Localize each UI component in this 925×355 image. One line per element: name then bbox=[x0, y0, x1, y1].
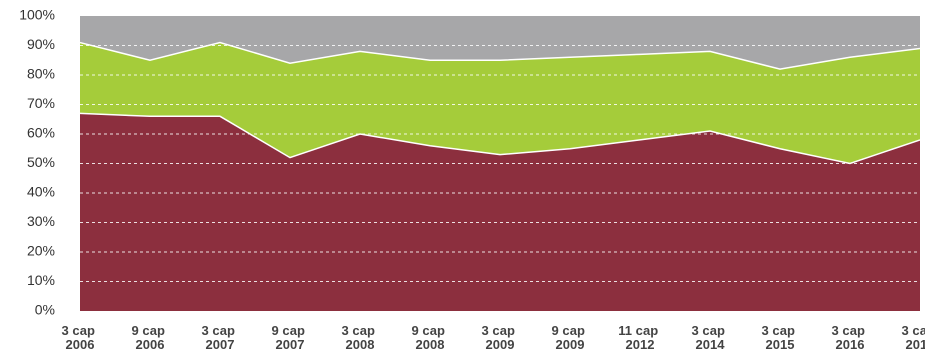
x-tick-label: 3 сар 2017 bbox=[901, 323, 925, 352]
x-tick-label: 3 сар 2015 bbox=[761, 323, 798, 352]
x-tick-label-line: 2009 bbox=[556, 337, 585, 352]
y-tick-label: 0% bbox=[35, 302, 55, 318]
separator-line bbox=[79, 41, 921, 70]
x-tick-label-line: 2008 bbox=[416, 337, 445, 352]
x-tick-label-line: 3 сар bbox=[831, 323, 868, 338]
x-tick-label-line: 2012 bbox=[626, 337, 655, 352]
y-tick-label: 60% bbox=[27, 125, 55, 141]
y-tick-label: 40% bbox=[27, 184, 55, 200]
x-tick-label: 11 сар 2012 bbox=[618, 323, 662, 352]
x-tick-label: 3 сар 2007 bbox=[201, 323, 238, 352]
x-tick-label-line: 9 сар bbox=[271, 323, 308, 338]
separator-line bbox=[79, 112, 921, 165]
x-tick-label: 3 сар 2008 bbox=[341, 323, 378, 352]
x-tick-label: 9 сар 2007 bbox=[271, 323, 308, 352]
x-tick-label: 3 сар 2006 bbox=[61, 323, 98, 352]
x-tick-label-line: 2014 bbox=[696, 337, 726, 352]
x-tick-label-line: 11 сар bbox=[618, 323, 662, 338]
x-tick-label-line: 2009 bbox=[486, 337, 515, 352]
x-tick-label: 3 сар 2014 bbox=[691, 323, 728, 352]
x-tick-label-line: 2007 bbox=[206, 337, 235, 352]
x-tick-label-line: 3 сар bbox=[61, 323, 98, 338]
x-tick-label-line: 9 сар bbox=[411, 323, 448, 338]
area bbox=[80, 16, 920, 70]
x-tick-label: 9 сар 2008 bbox=[411, 323, 448, 352]
x-tick-label-line: 3 сар bbox=[341, 323, 378, 338]
x-tick-label-line: 2008 bbox=[346, 337, 375, 352]
y-tick-label: 30% bbox=[27, 213, 55, 229]
x-tick-label-line: 9 сар bbox=[551, 323, 588, 338]
x-tick-label-line: 3 сар bbox=[901, 323, 925, 338]
y-tick-label: 70% bbox=[27, 95, 55, 111]
area bbox=[80, 42, 920, 164]
x-tick-label-line: 2007 bbox=[276, 337, 305, 352]
y-tick-label: 80% bbox=[27, 66, 55, 82]
x-tick-label: 3 сар 2016 bbox=[831, 323, 868, 352]
x-tick-label-line: 2017 bbox=[906, 337, 925, 352]
y-tick-label: 20% bbox=[27, 243, 55, 259]
x-tick-label-line: 3 сар bbox=[201, 323, 238, 338]
x-tick-label-line: 2016 bbox=[836, 337, 865, 352]
x-tick-label: 3 сар 2009 bbox=[481, 323, 518, 352]
area bbox=[80, 113, 920, 311]
x-tick-label-line: 3 сар bbox=[691, 323, 728, 338]
x-tick-label-line: 9 сар bbox=[131, 323, 168, 338]
y-tick-label: 100% bbox=[19, 7, 55, 23]
x-tick-label-line: 2015 bbox=[766, 337, 795, 352]
y-tick-label: 10% bbox=[27, 272, 55, 288]
x-tick-label-line: 3 сар bbox=[481, 323, 518, 338]
x-tick-label-line: 2006 bbox=[136, 337, 165, 352]
x-tick-label: 9 сар 2009 bbox=[551, 323, 588, 352]
y-tick-label: 50% bbox=[27, 154, 55, 170]
x-tick-label-line: 2006 bbox=[66, 337, 95, 352]
y-tick-label: 90% bbox=[27, 36, 55, 52]
x-tick-label-line: 3 сар bbox=[761, 323, 798, 338]
x-tick-label: 9 сар 2006 bbox=[131, 323, 168, 352]
